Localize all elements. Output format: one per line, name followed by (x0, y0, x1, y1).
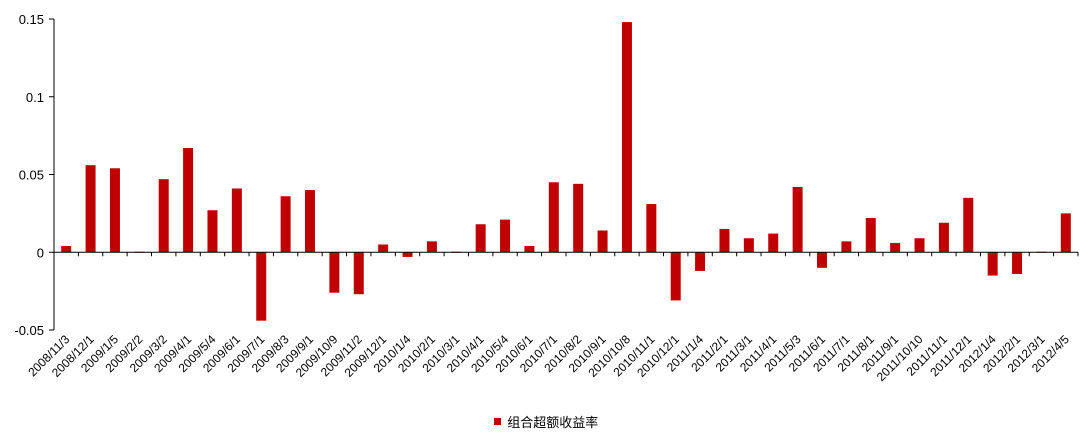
bar (792, 186, 803, 253)
bar (426, 241, 437, 253)
bar (256, 252, 267, 321)
bar (646, 204, 657, 253)
bar (1060, 213, 1071, 253)
bar (890, 242, 901, 253)
bar (402, 252, 413, 257)
y-tick-label: 0 (37, 245, 44, 260)
bar (817, 252, 827, 268)
x-axis: 2008/11/32008/12/12009/1/52009/2/22009/3… (25, 251, 1079, 384)
y-axis: 0.15 0.1 0.05 0 -0.05 (14, 12, 55, 338)
bar (719, 228, 730, 253)
bar (280, 196, 291, 253)
bar (841, 241, 852, 253)
bar (938, 222, 949, 253)
bar (914, 238, 925, 253)
legend-swatch (493, 418, 501, 425)
bar (183, 148, 194, 253)
bar (207, 210, 218, 253)
bar (1012, 252, 1023, 275)
bar (695, 252, 706, 271)
bar (61, 246, 72, 253)
bar (597, 230, 608, 253)
bar (353, 252, 364, 295)
bar-chart: 0.15 0.1 0.05 0 -0.05 2008/11/32008/12/12009… (14, 12, 1079, 384)
bar (231, 188, 242, 253)
legend-label: 组合超额收益率 (507, 415, 599, 430)
legend: 组合超额收益率 (0, 412, 1092, 431)
bar (500, 219, 511, 253)
y-tick-label: 0.1 (26, 90, 44, 105)
bar (158, 179, 169, 253)
bar (109, 168, 120, 253)
bar (305, 190, 315, 253)
bar (524, 246, 535, 253)
bar (670, 252, 681, 301)
bar (987, 252, 998, 276)
bar (548, 182, 559, 253)
bar (743, 238, 754, 253)
bar (573, 183, 584, 253)
y-tick-label: 0.15 (19, 12, 44, 27)
bar (865, 218, 876, 253)
bars (61, 22, 1071, 321)
bar (768, 233, 779, 253)
bar (621, 22, 632, 253)
bar (329, 252, 340, 293)
bar (963, 197, 974, 253)
bar (475, 224, 486, 253)
bar (85, 165, 96, 253)
bar (378, 244, 389, 253)
y-tick-label: 0.05 (19, 168, 44, 183)
y-tick-label: -0.05 (14, 323, 44, 338)
